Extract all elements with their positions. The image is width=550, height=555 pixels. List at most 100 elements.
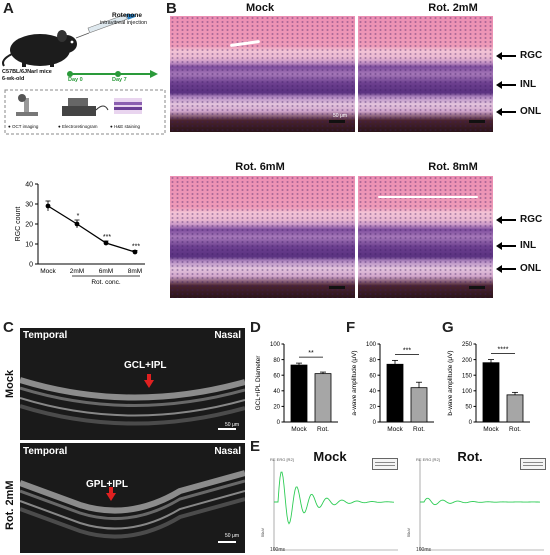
erg-trace-mock (273, 460, 398, 551)
he-title-8mm: Rot. 8mM (428, 161, 478, 173)
mock-waveform (274, 471, 395, 525)
x-tick-label: 2mM (70, 268, 84, 275)
y-tick-label: 10 (25, 242, 33, 249)
gcl-bar (290, 364, 308, 423)
panel-label-e: E (250, 438, 261, 455)
significance-mark: * (77, 213, 80, 220)
awave-y-tick-label: 20 (369, 405, 376, 411)
awave-y-tick-label: 0 (373, 420, 377, 426)
erg-yscale-rot: 50uV (406, 527, 412, 538)
erg-header-rot: RE ERG [R2] (416, 457, 440, 462)
awave-y-axis-label: a-wave amplitude (μV) (351, 350, 358, 415)
erg-device-icon (62, 98, 109, 116)
gcl-y-axis-label: GCL+IPL Diameter (255, 355, 262, 411)
erg-header-mock: RE ERG [R2] (270, 457, 294, 462)
data-point (45, 203, 51, 209)
rgc-count-chart: 0 10 20 30 40 Mock * 2mM *** 6mM *** 8mM Rot. conc. R… (15, 182, 145, 286)
gcl-y-tick-label: 60 (273, 373, 280, 379)
data-point (132, 249, 138, 255)
y-tick-label: 0 (29, 262, 33, 269)
label-inl-8mm: INL (520, 240, 537, 251)
gcl-bar (314, 373, 332, 423)
bwave-x-tick-label: Rot. (509, 426, 521, 433)
awave-y-tick-label: 80 (369, 358, 376, 364)
day7-label: Day 7 (112, 77, 127, 83)
x-tick-label: 8mM (128, 268, 142, 275)
oct-layer-label-2mm: GPL+IPL (86, 479, 128, 490)
erg-xscale-rot: 100ms (416, 547, 432, 553)
oct-layer-label-mock: GCL+IPL (124, 360, 167, 371)
method-he: ● H&E staining (110, 124, 140, 129)
gcl-y-tick-label: 100 (270, 342, 281, 348)
label-onl-2mm: ONL (520, 106, 542, 117)
erg-xscale-mock: 100ms (270, 547, 286, 553)
label-rgc-8mm: RGC (520, 214, 543, 225)
rot-waveform (420, 497, 540, 506)
panel-label-c: C (3, 319, 14, 336)
he-title-6mm: Rot. 6mM (235, 161, 285, 173)
he-staining-icon (114, 98, 142, 114)
b-wave-bar-chart: 0 50 100 150 200 250 Mock Rot. **** b-wave amplit… (447, 342, 530, 433)
y-tick-label: 40 (25, 182, 33, 189)
panel-label-d: D (250, 319, 261, 336)
data-point (103, 240, 109, 246)
bwave-y-tick-label: 150 (462, 373, 473, 379)
bwave-y-tick-label: 100 (462, 389, 473, 395)
awave-x-tick-label: Mock (387, 426, 403, 433)
y-tick-label: 30 (25, 202, 33, 209)
layer-arrows-2mm (496, 52, 516, 116)
panel-label-g: G (442, 319, 454, 336)
gcl-y-tick-label: 40 (273, 389, 280, 395)
layer-arrows-8mm (496, 216, 516, 273)
awave-bar (410, 387, 428, 423)
panel-label-b: B (166, 0, 177, 17)
gcl-ipl-bar-chart: 0 20 40 60 80 100 Mock Rot. ** GCL+IPL Diameter (255, 342, 338, 433)
he-image-8mm (358, 176, 493, 298)
x-tick-label: 6mM (99, 268, 113, 275)
erg-yscale-mock: 50uV (260, 527, 266, 538)
mouse-age: 6-wk-old (2, 76, 25, 82)
y-axis-label: RGC count (15, 207, 22, 242)
awave-significance-mark: *** (403, 347, 411, 354)
awave-y-tick-label: 40 (369, 389, 376, 395)
label-onl-8mm: ONL (520, 263, 542, 274)
erg-title-rot: Rot. (457, 449, 483, 464)
syringe-icon (75, 14, 136, 39)
significance-mark: *** (132, 243, 140, 250)
drug-label: Rotenone (112, 12, 142, 19)
gcl-significance-mark: ** (308, 350, 314, 357)
he-title-mock: Mock (245, 2, 275, 14)
awave-bar (386, 363, 404, 423)
route-label: intravitreal injection (100, 20, 148, 26)
bwave-y-tick-label: 0 (469, 420, 473, 426)
gcl-y-tick-label: 0 (277, 420, 281, 426)
series-line (47, 205, 136, 253)
x-axis-label: Rot. conc. (91, 279, 120, 286)
bwave-y-tick-label: 50 (465, 405, 472, 411)
awave-y-tick-label: 100 (366, 342, 377, 348)
oct-row-label-2mm: Rot. 2mM (4, 480, 16, 531)
gcl-x-tick-label: Mock (291, 426, 307, 433)
erg-legend-rot (520, 458, 546, 470)
mouse-illustration (2, 30, 77, 67)
bwave-bar (506, 394, 524, 423)
oct-scan-2mm: Temporal Nasal GPL+IPL 50 μm (20, 443, 245, 553)
significance-mark: *** (103, 234, 111, 241)
oct-scan-mock: Temporal Nasal GCL+IPL 50 μm (20, 328, 245, 440)
method-erg: ● Electroretinogram (58, 124, 98, 129)
awave-x-tick-label: Rot. (413, 426, 425, 433)
gcl-y-tick-label: 20 (273, 405, 280, 411)
he-title-2mm: Rot. 2mM (428, 2, 478, 14)
y-tick-label: 20 (25, 222, 33, 229)
erg-trace-rot (419, 460, 544, 551)
oct-device-icon (16, 94, 38, 116)
he-image-6mm (170, 176, 355, 298)
bwave-y-axis-label: b-wave amplitude (μV) (447, 350, 454, 415)
experiment-schematic (2, 14, 166, 135)
x-tick-label: Mock (40, 268, 56, 275)
bwave-y-tick-label: 250 (462, 342, 473, 348)
a-wave-bar-chart: 0 20 40 60 80 100 Mock Rot. *** a-wave amplitude … (351, 342, 434, 433)
gcl-y-tick-label: 80 (273, 358, 280, 364)
bwave-significance-mark: **** (498, 347, 509, 354)
method-oct: ● OCT imaging (8, 124, 39, 129)
